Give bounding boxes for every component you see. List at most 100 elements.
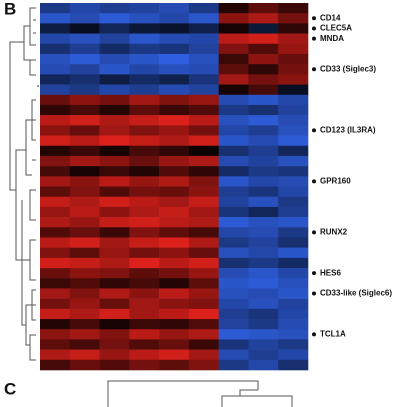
heatmap-cell — [99, 176, 130, 187]
heatmap-cell — [99, 125, 130, 136]
heatmap-cell — [218, 53, 249, 65]
heatmap-cell — [40, 196, 71, 208]
heatmap-cell — [218, 23, 249, 34]
heatmap-cell — [159, 155, 190, 167]
heatmap-cell — [129, 237, 160, 248]
heatmap-cell — [69, 33, 100, 45]
heatmap-cell — [188, 53, 219, 65]
heatmap-cell — [278, 278, 309, 289]
heatmap-cell — [188, 64, 219, 75]
heatmap-cell — [188, 186, 219, 197]
heatmap-cell — [129, 359, 160, 371]
heatmap-cell — [218, 359, 249, 371]
heatmap-cell — [69, 349, 100, 361]
heatmap-cell — [159, 227, 190, 238]
heatmap-cell — [99, 217, 130, 228]
heatmap-cell — [218, 155, 249, 167]
heatmap-cell — [69, 227, 100, 238]
heatmap-cell — [278, 125, 309, 136]
heatmap-cell — [248, 104, 279, 116]
heatmap-cell — [40, 74, 71, 85]
heatmap-cell — [188, 94, 219, 106]
heatmap-cell — [40, 115, 71, 126]
heatmap-cell — [218, 74, 249, 85]
heatmap-cell — [69, 288, 100, 299]
heatmap-cell — [278, 319, 309, 330]
heatmap-cell — [278, 288, 309, 299]
heatmap-cell — [69, 237, 100, 248]
heatmap-cell — [248, 64, 279, 75]
heatmap-cell — [69, 115, 100, 126]
heatmap-cell — [99, 237, 130, 248]
heatmap-cell — [248, 166, 279, 177]
heatmap-cell — [69, 74, 100, 85]
heatmap-cell — [248, 115, 279, 126]
heatmap-cell — [188, 145, 219, 157]
heatmap-cell — [69, 319, 100, 330]
heatmap-cell — [69, 186, 100, 197]
heatmap-cell — [159, 237, 190, 248]
heatmap-cell — [218, 115, 249, 126]
heatmap-cell — [159, 135, 190, 147]
heatmap-cell — [188, 359, 219, 371]
heatmap-cell — [99, 298, 130, 310]
heatmap-cell — [129, 268, 160, 279]
heatmap-cell — [188, 288, 219, 299]
heatmap-cell — [99, 53, 130, 65]
heatmap-cell — [40, 278, 71, 289]
heatmap-cell — [40, 237, 71, 248]
heatmap-cell — [159, 186, 190, 197]
heatmap-cell — [69, 64, 100, 75]
heatmap-cell — [278, 186, 309, 197]
panel-label: C — [4, 379, 16, 398]
heatmap-cell — [69, 308, 100, 320]
heatmap-cell — [188, 23, 219, 34]
heatmap-cell — [188, 339, 219, 350]
heatmap-cell — [129, 227, 160, 238]
heatmap-cell — [278, 227, 309, 238]
heatmap-cell — [188, 3, 219, 14]
heatmap-cell — [159, 298, 190, 310]
heatmap-cell — [40, 319, 71, 330]
heatmap-cell — [278, 176, 309, 187]
heatmap-cell — [159, 145, 190, 157]
heatmap-cell — [278, 94, 309, 106]
heatmap-cell — [129, 217, 160, 228]
label-dot — [312, 128, 316, 133]
heatmap-cell — [218, 186, 249, 197]
heatmap-cell — [278, 135, 309, 147]
label-dot — [312, 332, 316, 337]
heatmap-cell — [129, 176, 160, 187]
heatmap-cell — [159, 176, 190, 187]
heatmap-cell — [159, 74, 190, 85]
heatmap-cell — [40, 359, 71, 371]
heatmap-cell — [188, 196, 219, 208]
heatmap-cell — [248, 135, 279, 147]
heatmap-cell — [218, 349, 249, 361]
heatmap-cell — [278, 329, 309, 340]
heatmap-cell — [278, 64, 309, 75]
heatmap-cell — [278, 13, 309, 24]
heatmap-cell — [278, 115, 309, 126]
label-dot — [312, 179, 316, 184]
heatmap-cell — [218, 247, 249, 259]
heatmap-cell — [218, 217, 249, 228]
heatmap-cell — [248, 339, 279, 350]
heatmap-cell — [218, 308, 249, 320]
heatmap-cell — [40, 94, 71, 106]
heatmap-cell — [188, 43, 219, 55]
heatmap-cell — [69, 257, 100, 269]
heatmap-cell — [40, 217, 71, 228]
heatmap-cell — [99, 278, 130, 289]
heatmap-cell — [69, 196, 100, 208]
heatmap-cell — [218, 257, 249, 269]
heatmap-cell — [129, 33, 160, 45]
heatmap-cell — [218, 125, 249, 136]
heatmap-cell — [218, 3, 249, 14]
heatmap-cell — [218, 319, 249, 330]
heatmap-cell — [278, 268, 309, 279]
heatmap-cell — [218, 206, 249, 218]
heatmap-cell — [69, 104, 100, 116]
heatmap-cell — [159, 349, 190, 361]
heatmap-cell — [129, 115, 160, 126]
